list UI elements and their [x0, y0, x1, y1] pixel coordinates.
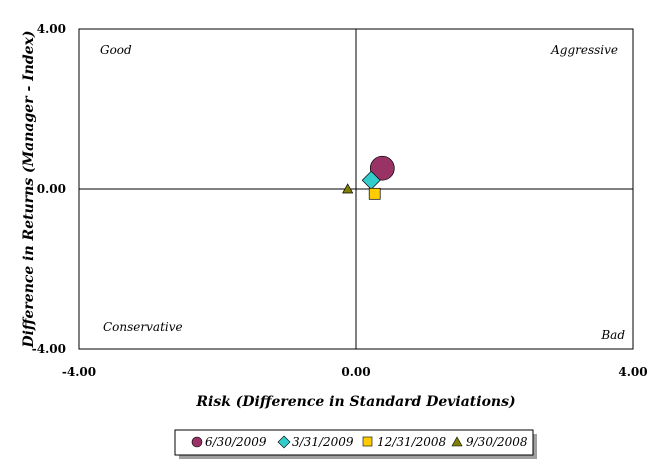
legend-marker-12-31-2008 — [362, 436, 373, 447]
legend-label: 12/31/2008 — [377, 435, 447, 449]
data-point-12-31-2008 — [368, 187, 381, 200]
data-point-9-30-2008 — [342, 183, 354, 194]
quadrant-label-aggressive: Aggressive — [550, 43, 618, 57]
data-point-6-30-2009 — [369, 155, 395, 181]
x-axis-title: Risk (Difference in Standard Deviations) — [195, 394, 515, 410]
y-tick-label: -4.00 — [32, 342, 66, 356]
x-tick-label: 0.00 — [341, 365, 370, 379]
legend-marker-3-31-2009 — [277, 435, 291, 449]
quadrant-label-good: Good — [100, 43, 132, 57]
y-tick-label: 0.00 — [37, 182, 66, 196]
x-tick-label: 4.00 — [618, 365, 647, 379]
quadrant-label-conservative: Conservative — [103, 320, 183, 334]
legend-label: 3/31/2009 — [292, 435, 354, 449]
legend-label: 6/30/2009 — [205, 435, 267, 449]
y-axis-title: Difference in Returns (Manager - Index) — [21, 30, 37, 348]
quadrant-label-bad: Bad — [600, 328, 625, 342]
x-tick-label: -4.00 — [62, 365, 96, 379]
legend: 6/30/2009 3/31/2009 12/31/2008 9/30/2008 — [174, 429, 537, 459]
legend-label: 9/30/2008 — [466, 435, 528, 449]
data-points — [342, 155, 395, 200]
legend-marker-9-30-2008 — [451, 436, 463, 447]
y-tick-label: 4.00 — [37, 22, 66, 36]
legend-marker-6-30-2009 — [191, 436, 203, 448]
